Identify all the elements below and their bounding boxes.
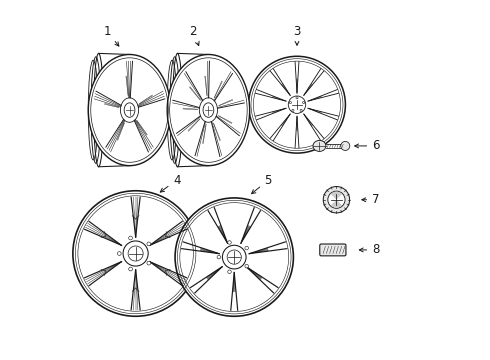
- Ellipse shape: [228, 270, 231, 274]
- Text: 5: 5: [251, 174, 272, 194]
- Ellipse shape: [228, 241, 231, 244]
- Text: 8: 8: [359, 243, 380, 256]
- Ellipse shape: [175, 198, 294, 316]
- Ellipse shape: [118, 252, 121, 255]
- Ellipse shape: [73, 191, 198, 316]
- Ellipse shape: [288, 96, 306, 113]
- Ellipse shape: [328, 191, 345, 208]
- Ellipse shape: [147, 242, 151, 246]
- Text: 4: 4: [160, 174, 181, 192]
- Text: 7: 7: [362, 193, 380, 206]
- Text: 1: 1: [103, 25, 119, 46]
- Wedge shape: [331, 200, 342, 208]
- Ellipse shape: [129, 267, 132, 271]
- Text: 3: 3: [294, 25, 301, 45]
- Ellipse shape: [167, 54, 250, 166]
- Ellipse shape: [129, 236, 132, 240]
- Ellipse shape: [245, 264, 248, 268]
- Ellipse shape: [341, 141, 350, 150]
- Ellipse shape: [323, 186, 350, 213]
- Ellipse shape: [217, 255, 220, 259]
- Ellipse shape: [313, 140, 326, 152]
- Text: 6: 6: [355, 139, 380, 152]
- Ellipse shape: [88, 54, 171, 166]
- Ellipse shape: [121, 98, 139, 122]
- Wedge shape: [331, 192, 342, 200]
- Ellipse shape: [222, 245, 246, 269]
- FancyBboxPatch shape: [320, 244, 346, 256]
- Ellipse shape: [199, 98, 218, 122]
- Ellipse shape: [248, 56, 345, 153]
- Ellipse shape: [123, 241, 148, 266]
- Ellipse shape: [147, 261, 151, 265]
- Text: 2: 2: [189, 25, 199, 45]
- Ellipse shape: [245, 246, 248, 250]
